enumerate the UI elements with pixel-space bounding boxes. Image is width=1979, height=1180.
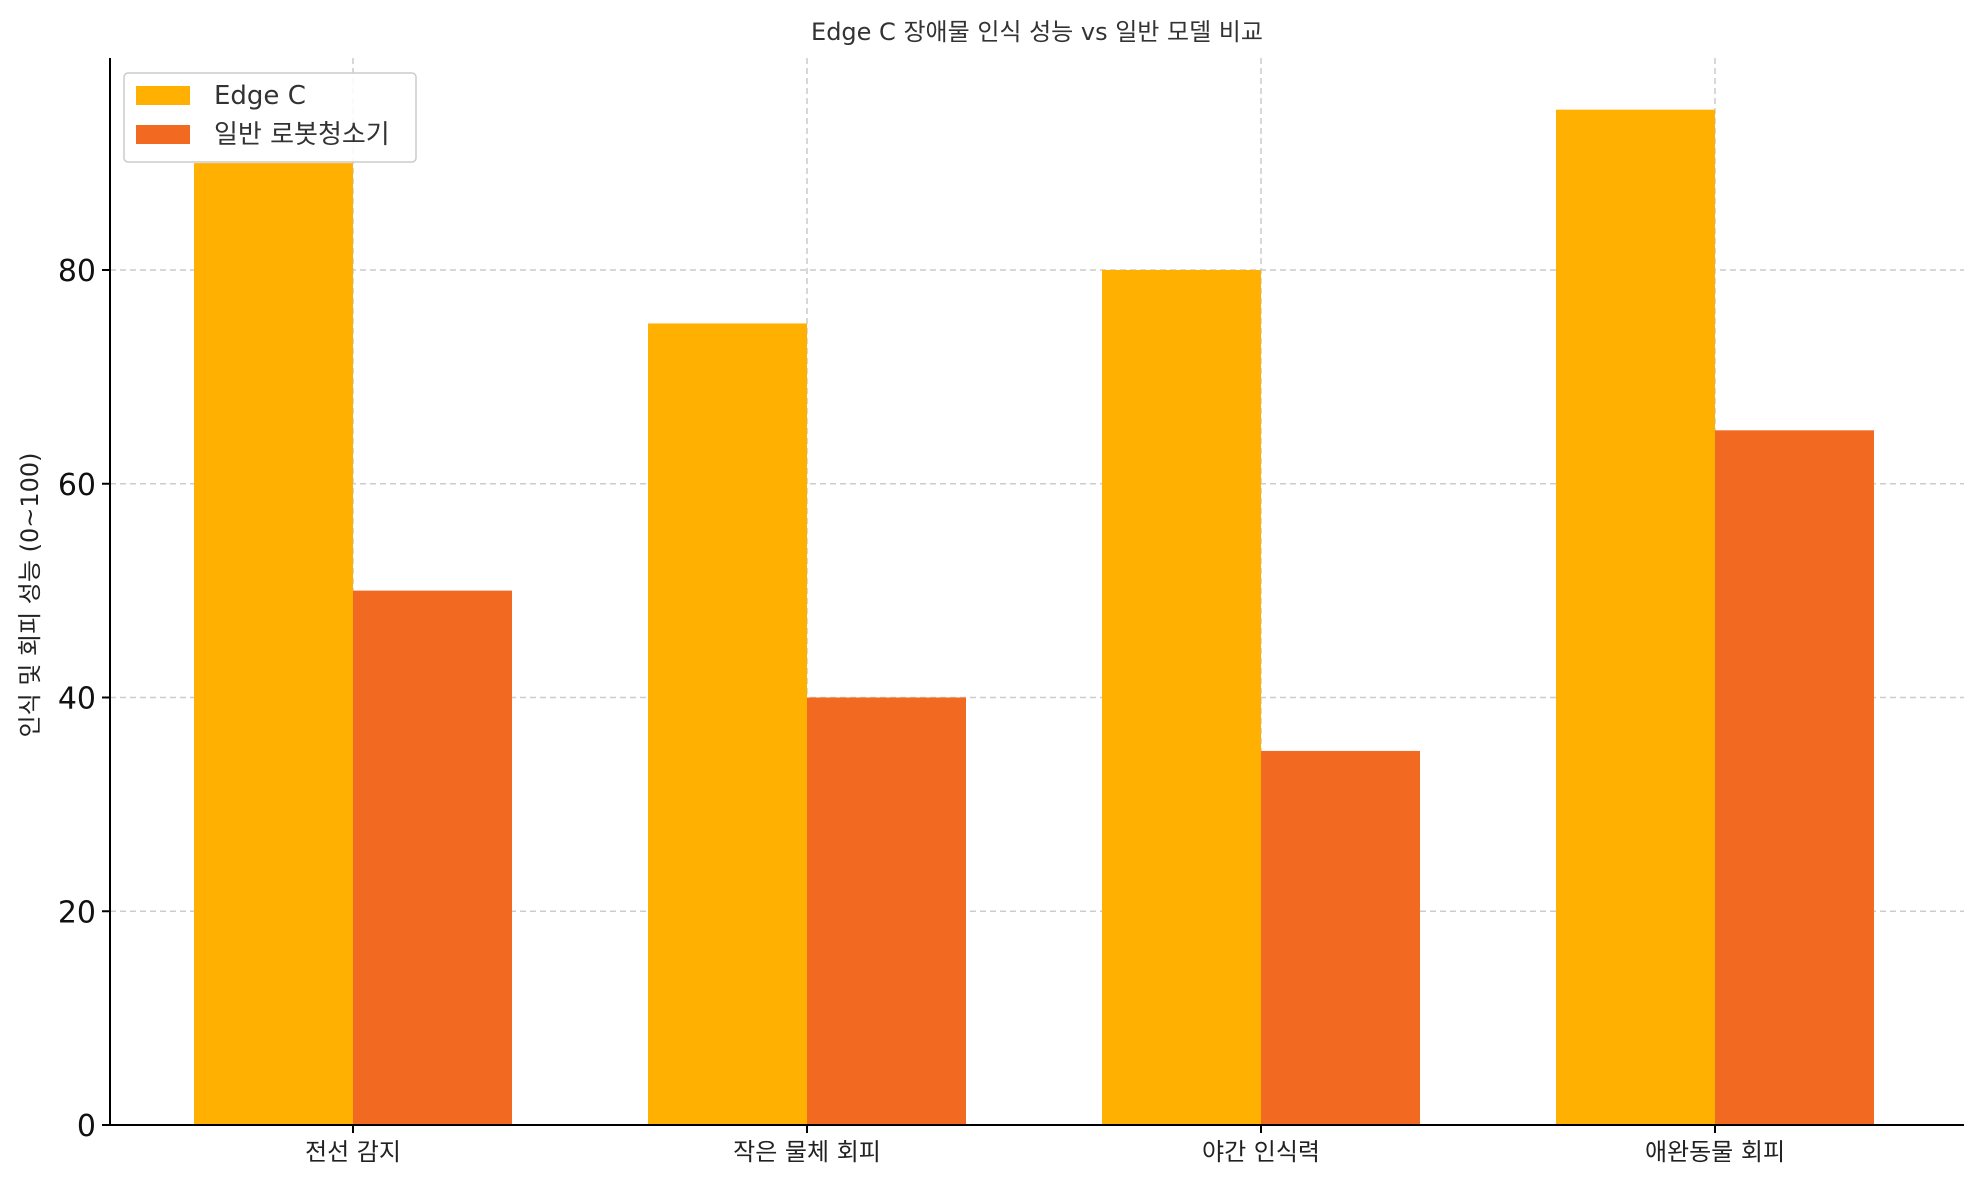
legend-swatch-general — [136, 125, 190, 144]
legend-label-general: 일반 로봇청소기 — [214, 120, 390, 150]
y-tick-label: 20 — [58, 895, 96, 930]
bar-edge-c-2 — [1102, 270, 1261, 1125]
bars — [194, 109, 1874, 1125]
y-axis-label: 인식 및 회피 성능 (0~100) — [16, 453, 44, 738]
x-tick-label: 전선 감지 — [305, 1138, 401, 1166]
y-tick-label: 60 — [58, 468, 96, 503]
x-tick-label: 애완동물 회피 — [1645, 1138, 1785, 1166]
bar-edge-c-0 — [194, 163, 353, 1125]
bar-general-2 — [1261, 750, 1420, 1125]
legend-swatch-edge-c — [136, 86, 190, 105]
axes — [109, 58, 1964, 1126]
bar-general-0 — [353, 590, 512, 1125]
legend-box — [123, 72, 417, 163]
x-tick-label: 야간 인식력 — [1202, 1138, 1320, 1166]
bar-edge-c-1 — [648, 323, 807, 1125]
legend: Edge C 일반 로봇청소기 — [123, 72, 417, 163]
legend-label-edge-c: Edge C — [214, 81, 306, 111]
y-tick-label: 80 — [58, 254, 96, 289]
y-tick-label: 0 — [77, 1109, 96, 1144]
x-tick-label: 작은 물체 회피 — [733, 1138, 881, 1166]
chart-title: Edge C 장애물 인식 성능 vs 일반 모델 비교 — [811, 18, 1263, 46]
bar-general-3 — [1715, 430, 1874, 1125]
ticks: 0 20 40 60 80 전선 감지 작은 물체 회피 야간 인식력 애완동물 회피 — [58, 254, 1785, 1166]
bar-general-1 — [807, 697, 966, 1125]
y-tick-label: 40 — [58, 682, 96, 717]
bar-edge-c-3 — [1556, 109, 1715, 1125]
